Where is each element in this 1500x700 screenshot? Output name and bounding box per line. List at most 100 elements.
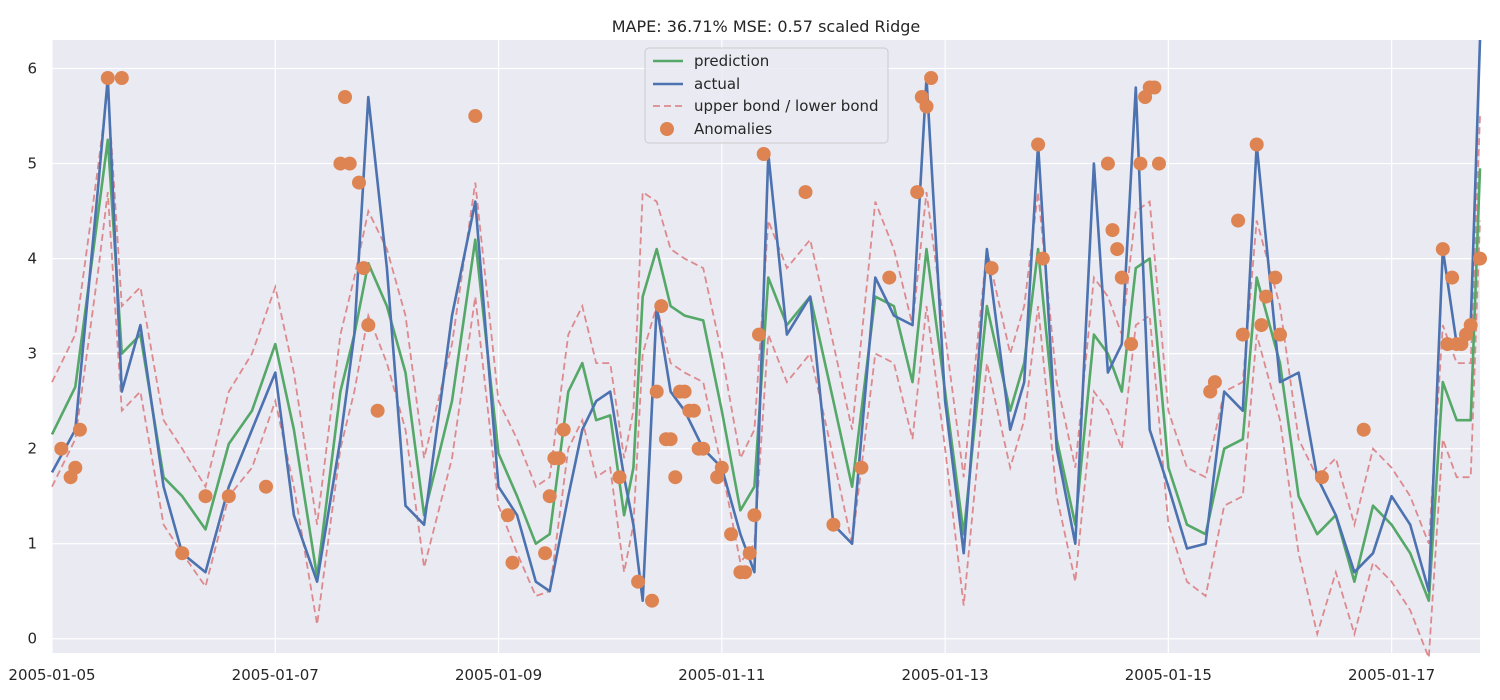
legend: prediction actual upper bond / lower bon… bbox=[644, 47, 889, 144]
anomaly-point bbox=[72, 422, 87, 437]
anomaly-point bbox=[1356, 422, 1371, 437]
legend-box bbox=[644, 47, 889, 144]
anomaly-point bbox=[54, 441, 69, 456]
anomaly-point bbox=[645, 593, 659, 608]
anomaly-point bbox=[100, 71, 115, 85]
anomaly-point bbox=[68, 460, 83, 475]
anomaly-point bbox=[654, 299, 669, 314]
anomaly-point bbox=[649, 384, 664, 399]
anomaly-point bbox=[1124, 337, 1139, 352]
anomaly-point bbox=[756, 147, 771, 161]
x-tick-label: 2005-01-07 bbox=[232, 666, 319, 684]
anomaly-point bbox=[1463, 318, 1478, 333]
anomaly-point bbox=[500, 508, 515, 523]
prediction-line-group bbox=[50, 138, 1482, 603]
prediction-line bbox=[50, 138, 1482, 603]
anomaly-point bbox=[924, 71, 939, 85]
y-tick-label: 1 bbox=[27, 535, 37, 553]
anomaly-point bbox=[919, 99, 934, 114]
anomaly-point bbox=[668, 470, 683, 485]
anomaly-point bbox=[1249, 137, 1264, 152]
y-tick-label: 6 bbox=[27, 60, 37, 78]
anomaly-point bbox=[356, 261, 371, 276]
anomaly-point bbox=[677, 384, 692, 399]
bounds-lines bbox=[51, 87, 1481, 659]
anomaly-point bbox=[854, 460, 869, 475]
anomaly-point bbox=[798, 185, 813, 200]
anomaly-point bbox=[1473, 251, 1487, 266]
upper-bound-line bbox=[51, 87, 1481, 545]
legend-label-anomalies: Anomalies bbox=[694, 120, 772, 138]
anomaly-point bbox=[1254, 318, 1269, 333]
anomaly-point bbox=[1031, 137, 1046, 152]
anomaly-point bbox=[724, 527, 739, 542]
legend-label-prediction: prediction bbox=[694, 52, 769, 70]
anomaly-point bbox=[1110, 242, 1125, 257]
anomaly-point bbox=[468, 109, 483, 123]
anomaly-point bbox=[1147, 80, 1162, 95]
anomaly-point bbox=[1268, 270, 1283, 285]
anomaly-point bbox=[1207, 375, 1222, 390]
anomaly-point bbox=[259, 479, 273, 494]
y-tick-label: 2 bbox=[27, 440, 37, 458]
anomaly-point bbox=[1231, 213, 1246, 228]
anomaly-point bbox=[221, 489, 236, 504]
anomaly-point bbox=[556, 422, 571, 437]
anomaly-point bbox=[1435, 242, 1450, 257]
anomaly-point bbox=[738, 565, 753, 580]
anomaly-point bbox=[370, 403, 385, 418]
anomaly-point bbox=[1273, 327, 1287, 342]
anomaly-point bbox=[1035, 251, 1050, 266]
anomaly-point bbox=[631, 574, 646, 589]
anomaly-point bbox=[552, 451, 566, 466]
grid-lines bbox=[51, 40, 1480, 653]
anomaly-point bbox=[984, 261, 999, 276]
anomaly-point bbox=[1100, 156, 1115, 171]
anomaly-point bbox=[542, 489, 557, 504]
anomaly-point bbox=[752, 327, 766, 342]
anomaly-point bbox=[198, 489, 213, 504]
anomaly-point bbox=[338, 90, 352, 104]
anomaly-point bbox=[505, 555, 520, 570]
y-tick-label: 4 bbox=[27, 250, 37, 268]
tick-labels: 0 1 2 3 4 5 6 2005-01-05 2005-01-07 2005-01-09 200… bbox=[8, 60, 1435, 684]
anomaly-point bbox=[114, 71, 129, 85]
anomaly-point bbox=[696, 441, 711, 456]
lower-bound-line bbox=[51, 191, 1481, 659]
x-tick-label: 2005-01-13 bbox=[901, 666, 988, 684]
y-tick-label: 5 bbox=[27, 155, 37, 173]
legend-label-bounds: upper bond / lower bond bbox=[694, 97, 879, 115]
anomaly-point bbox=[175, 546, 190, 561]
x-tick-label: 2005-01-17 bbox=[1348, 666, 1435, 684]
anomaly-point bbox=[826, 517, 841, 532]
anomaly-point bbox=[342, 156, 357, 171]
anomaly-point bbox=[1259, 289, 1273, 304]
anomaly-point bbox=[361, 318, 376, 333]
anomaly-point bbox=[612, 470, 627, 485]
x-tick-label: 2005-01-05 bbox=[8, 666, 95, 684]
x-tick-label: 2005-01-11 bbox=[678, 666, 765, 684]
anomaly-point bbox=[538, 546, 553, 561]
chart-title: MAPE: 36.71% MSE: 0.57 scaled Ridge bbox=[612, 17, 921, 36]
legend-label-actual: actual bbox=[694, 75, 740, 93]
anomaly-point bbox=[1133, 156, 1148, 171]
anomaly-point bbox=[1114, 270, 1129, 285]
anomaly-point bbox=[742, 546, 757, 561]
anomaly-point bbox=[686, 403, 701, 418]
x-tick-label: 2005-01-15 bbox=[1125, 666, 1212, 684]
anomaly-point bbox=[1105, 223, 1120, 238]
anomaly-point bbox=[663, 432, 678, 447]
anomaly-point bbox=[714, 460, 729, 475]
anomaly-point bbox=[1152, 156, 1166, 171]
anomaly-point bbox=[352, 175, 366, 190]
x-tick-label: 2005-01-09 bbox=[455, 666, 542, 684]
anomaly-points bbox=[54, 71, 1487, 608]
anomaly-point bbox=[1314, 470, 1329, 485]
y-tick-label: 3 bbox=[27, 345, 37, 363]
anomaly-point bbox=[1235, 327, 1250, 342]
anomaly-point bbox=[1445, 270, 1460, 285]
anomaly-point bbox=[910, 185, 925, 200]
legend-swatch-anomalies bbox=[660, 122, 674, 136]
